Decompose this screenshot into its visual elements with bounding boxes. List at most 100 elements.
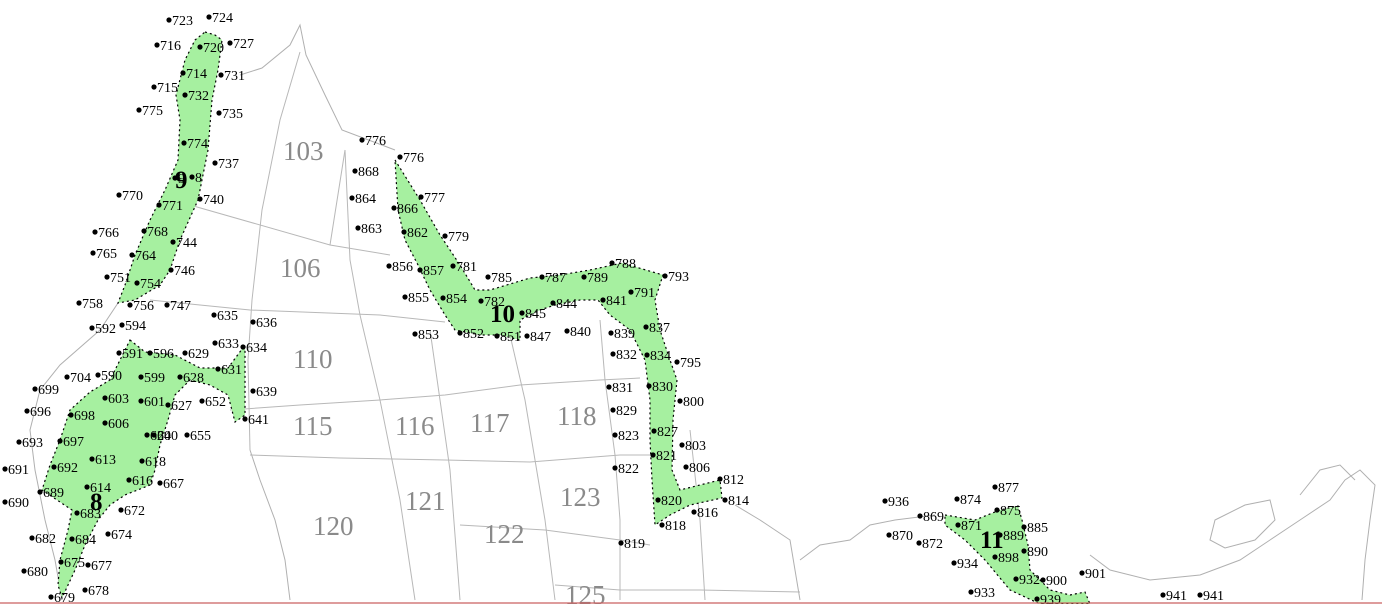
survey-point-label: 723	[172, 14, 193, 29]
survey-point-label: 765	[96, 247, 117, 262]
survey-point-label: 774	[187, 137, 208, 152]
survey-point-label: 787	[545, 271, 566, 286]
survey-point-marker	[2, 499, 8, 505]
survey-point-label: 594	[125, 319, 146, 334]
region-label-120: 120	[313, 511, 354, 541]
survey-point-label: 698	[74, 409, 95, 424]
survey-point-label: 616	[132, 474, 153, 489]
survey-point-marker	[1197, 592, 1203, 598]
survey-point: 704	[64, 371, 91, 386]
survey-point: 781	[450, 260, 477, 275]
survey-point-marker	[242, 416, 248, 422]
survey-point-marker	[417, 267, 423, 273]
survey-point-marker	[359, 137, 365, 143]
survey-point: 874	[954, 493, 981, 508]
survey-point-marker	[1034, 596, 1040, 602]
survey-point-label: 697	[63, 435, 84, 450]
survey-point-marker	[250, 319, 256, 325]
zone-label-10: 10	[490, 301, 515, 328]
region-label-118: 118	[557, 401, 597, 431]
survey-point-label: 591	[122, 347, 143, 362]
survey-point-label: 766	[98, 226, 119, 241]
survey-point-label: 715	[157, 81, 178, 96]
survey-point: 939	[1034, 593, 1061, 604]
survey-point-label: 863	[361, 222, 382, 237]
survey-point-marker	[882, 498, 888, 504]
survey-point-label: 941	[1166, 589, 1187, 604]
survey-point-marker	[180, 70, 186, 76]
survey-point-label: 821	[656, 449, 677, 464]
survey-point-marker	[156, 202, 162, 208]
survey-point: 672	[118, 504, 145, 519]
survey-point-marker	[116, 350, 122, 356]
survey-point-marker	[189, 174, 195, 180]
survey-point: 628	[177, 371, 204, 386]
survey-point-marker	[418, 194, 424, 200]
zones	[41, 31, 1091, 604]
survey-point-marker	[32, 386, 38, 392]
survey-point-marker	[916, 540, 922, 546]
survey-point-marker	[610, 407, 616, 413]
survey-point: 777	[418, 191, 445, 206]
survey-point-marker	[1160, 592, 1166, 598]
survey-point: 877	[992, 481, 1019, 496]
survey-point-label: 934	[957, 557, 978, 572]
survey-point: 727	[227, 37, 254, 52]
survey-point-marker	[355, 225, 361, 231]
survey-point-marker	[157, 480, 163, 486]
survey-point-marker	[997, 532, 1003, 538]
survey-point: 765	[90, 247, 117, 262]
survey-point-marker	[215, 366, 221, 372]
region-label-103: 103	[283, 136, 324, 166]
survey-point: 819	[618, 537, 645, 552]
survey-point-marker	[92, 229, 98, 235]
survey-point-marker	[2, 466, 8, 472]
survey-point: 679	[48, 591, 75, 604]
survey-point-label: 832	[616, 348, 637, 363]
survey-point: 845	[519, 307, 546, 322]
survey-point-marker	[352, 168, 358, 174]
survey-point: 864	[349, 192, 376, 207]
survey-point-label: 874	[960, 493, 981, 508]
survey-point-marker	[1021, 548, 1027, 554]
survey-point-label: 674	[111, 528, 132, 543]
survey-point-label: 627	[171, 399, 192, 414]
survey-point-label: 735	[222, 107, 243, 122]
survey-point-marker	[240, 344, 246, 350]
survey-point-marker	[1013, 576, 1019, 582]
survey-point: 800	[677, 395, 704, 410]
survey-point-marker	[612, 432, 618, 438]
survey-point-label: 822	[618, 462, 639, 477]
survey-point: 776	[397, 151, 424, 166]
survey-point-label: 831	[612, 381, 633, 396]
survey-point: 803	[679, 439, 706, 454]
survey-point: 795	[674, 356, 701, 371]
survey-point-marker	[104, 274, 110, 280]
survey-point-label: 716	[160, 39, 181, 54]
survey-point-marker	[651, 428, 657, 434]
survey-point-marker	[442, 233, 448, 239]
survey-point-label: 684	[75, 533, 96, 548]
survey-point-marker	[650, 452, 656, 458]
survey-point-label: 806	[689, 461, 710, 476]
survey-point-label: 791	[634, 286, 655, 301]
survey-point: 714	[180, 67, 207, 82]
survey-point-marker	[412, 331, 418, 337]
survey-point-label: 851	[500, 330, 521, 345]
survey-point-label: 862	[407, 226, 428, 241]
survey-point-marker	[139, 458, 145, 464]
survey-point-label: 747	[170, 299, 191, 314]
survey-point-label: 853	[418, 328, 439, 343]
survey-point: 776	[359, 134, 386, 149]
survey-point-marker	[105, 531, 111, 537]
survey-point-label: 744	[176, 236, 197, 251]
survey-point: 875	[994, 504, 1021, 519]
survey-point-marker	[102, 395, 108, 401]
survey-point-label: 939	[1040, 593, 1061, 604]
zone-9-area	[117, 31, 223, 304]
survey-point-label: 776	[403, 151, 424, 166]
survey-point: 941	[1197, 589, 1224, 604]
survey-point-marker	[674, 359, 680, 365]
survey-point-label: 682	[35, 532, 56, 547]
region-labels: 103 106 110 115 116 117 118 120 121 122 123 125	[280, 136, 606, 604]
